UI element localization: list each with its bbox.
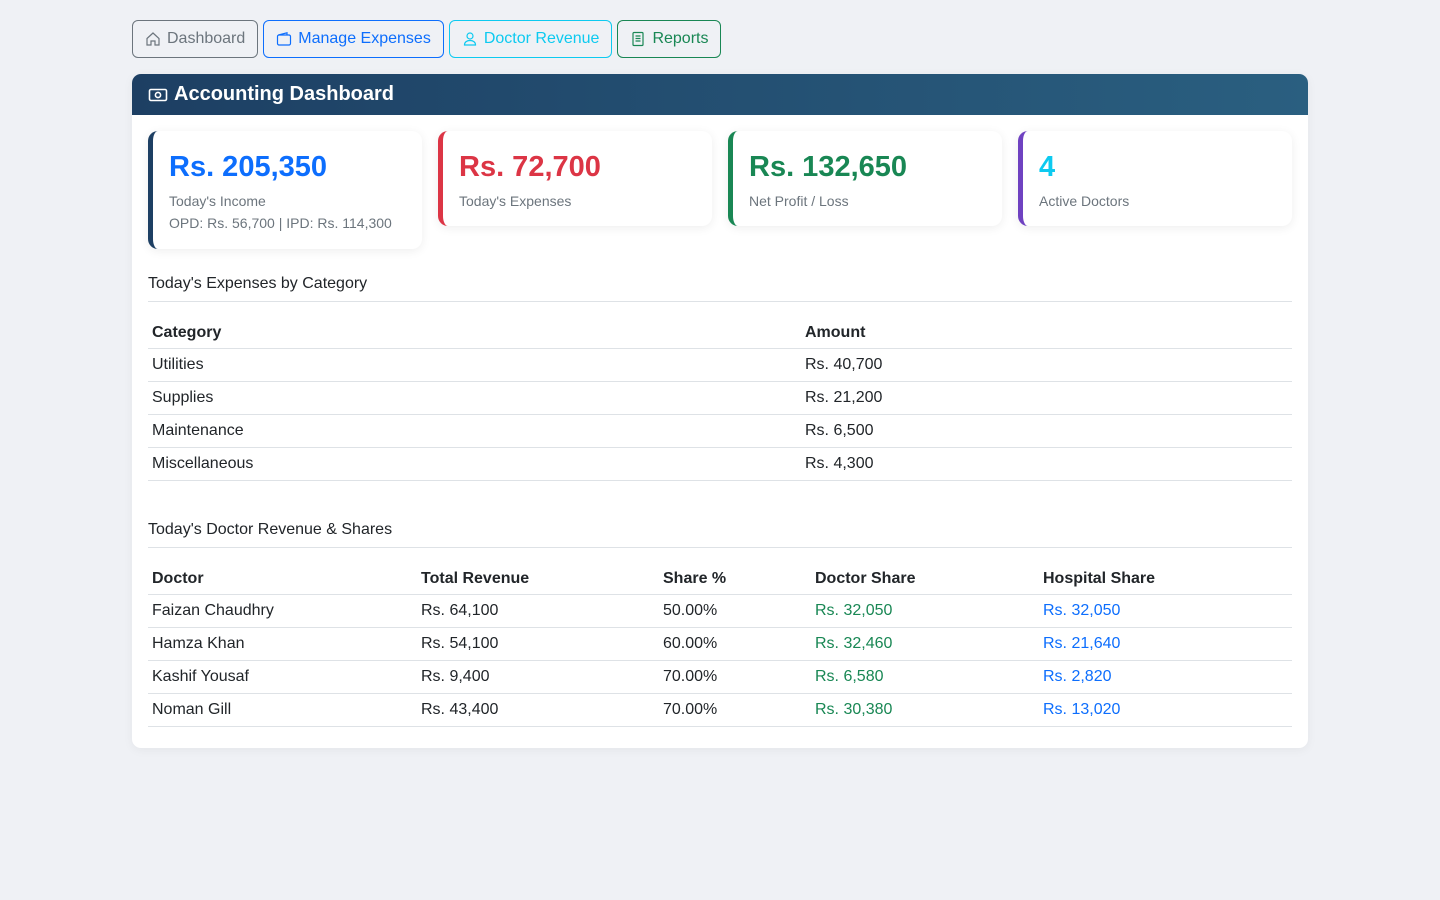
share-percent-cell: 70.00% [659,660,811,694]
total-revenue-cell: Rs. 43,400 [417,693,659,727]
table-header-row: Category Amount [148,302,1292,349]
table-header-row: Doctor Total Revenue Share % Doctor Shar… [148,548,1292,595]
active-doctors-label: Active Doctors [1039,193,1130,209]
share-percent-cell: 50.00% [659,594,811,628]
doctor-share-cell: Rs. 30,380 [811,693,1039,727]
doctor-share-cell: Rs. 6,580 [811,660,1039,694]
hospital-share-cell: Rs. 21,640 [1039,627,1292,661]
expenses-label: Today's Expenses [459,193,572,209]
doctor-share-cell: Rs. 32,460 [811,627,1039,661]
top-nav: Dashboard Manage Expenses Doctor Revenue… [132,20,1308,58]
income-label: Today's Income [169,193,266,209]
column-header: Total Revenue [417,548,659,595]
document-icon [632,31,645,47]
page-container: Dashboard Manage Expenses Doctor Revenue… [132,20,1308,748]
table-row: Supplies Rs. 21,200 [148,381,1292,415]
share-percent-cell: 60.00% [659,627,811,661]
hospital-share-cell: Rs. 13,020 [1039,693,1292,727]
hospital-share-cell: Rs. 32,050 [1039,594,1292,628]
table-row: Hamza Khan Rs. 54,100 60.00% Rs. 32,460 … [148,627,1292,661]
column-header: Doctor Share [811,548,1039,595]
column-header: Doctor [148,548,417,595]
expenses-section-title: Today's Expenses by Category [148,275,1292,302]
expenses-value: Rs. 72,700 [459,151,601,183]
income-card: Rs. 205,350 Today's Income OPD: Rs. 56,7… [148,131,422,249]
table-row: Utilities Rs. 40,700 [148,348,1292,382]
active-doctors-value: 4 [1039,151,1056,183]
stats-row: Rs. 205,350 Today's Income OPD: Rs. 56,7… [148,131,1292,249]
wallet-icon [277,32,292,46]
net-profit-label: Net Profit / Loss [749,193,849,209]
column-header: Share % [659,548,811,595]
amount-cell: Rs. 4,300 [801,447,1292,481]
table-row: Faizan Chaudhry Rs. 64,100 50.00% Rs. 32… [148,594,1292,628]
reports-button[interactable]: Reports [617,20,722,58]
category-cell: Maintenance [148,414,801,448]
amount-cell: Rs. 40,700 [801,348,1292,382]
doctor-name-cell: Kashif Yousaf [148,660,417,694]
doctor-revenue-button[interactable]: Doctor Revenue [448,20,613,58]
active-doctors-card: 4 Active Doctors [1018,131,1292,226]
home-icon [146,32,160,46]
expenses-table: Category Amount Utilities Rs. 40,700 Sup… [148,302,1292,481]
total-revenue-cell: Rs. 54,100 [417,627,659,661]
doctor-name-cell: Noman Gill [148,693,417,727]
page-title: Accounting Dashboard [174,83,395,105]
amount-cell: Rs. 21,200 [801,381,1292,415]
doctor-revenue-table: Doctor Total Revenue Share % Doctor Shar… [148,548,1292,727]
hospital-share-cell: Rs. 2,820 [1039,660,1292,694]
doctor-revenue-label: Doctor Revenue [483,30,600,47]
manage-expenses-button[interactable]: Manage Expenses [263,20,444,58]
table-row: Kashif Yousaf Rs. 9,400 70.00% Rs. 6,580… [148,660,1292,694]
net-profit-value: Rs. 132,650 [749,151,908,183]
doctor-section-title: Today's Doctor Revenue & Shares [148,521,1292,548]
column-header: Category [148,302,801,349]
table-row: Maintenance Rs. 6,500 [148,414,1292,448]
doctor-name-cell: Faizan Chaudhry [148,594,417,628]
share-percent-cell: 70.00% [659,693,811,727]
expenses-card: Rs. 72,700 Today's Expenses [438,131,712,226]
net-profit-card: Rs. 132,650 Net Profit / Loss [728,131,1002,226]
table-row: Miscellaneous Rs. 4,300 [148,447,1292,481]
doctor-share-cell: Rs. 32,050 [811,594,1039,628]
category-cell: Miscellaneous [148,447,801,481]
card-body: Rs. 205,350 Today's Income OPD: Rs. 56,7… [132,115,1308,727]
category-cell: Utilities [148,348,801,382]
total-revenue-cell: Rs. 9,400 [417,660,659,694]
manage-expenses-label: Manage Expenses [298,30,431,47]
category-cell: Supplies [148,381,801,415]
dashboard-label: Dashboard [167,30,246,47]
cash-icon [148,88,168,101]
column-header: Amount [801,302,1292,349]
income-breakdown: OPD: Rs. 56,700 | IPD: Rs. 114,300 [169,215,392,231]
amount-cell: Rs. 6,500 [801,414,1292,448]
accounting-card: Accounting Dashboard Rs. 205,350 Today's… [132,74,1308,748]
column-header: Hospital Share [1039,548,1292,595]
person-icon [463,32,476,46]
dashboard-button[interactable]: Dashboard [132,20,259,58]
doctor-name-cell: Hamza Khan [148,627,417,661]
card-header: Accounting Dashboard [132,74,1308,115]
income-value: Rs. 205,350 [169,151,328,183]
table-row: Noman Gill Rs. 43,400 70.00% Rs. 30,380 … [148,693,1292,727]
total-revenue-cell: Rs. 64,100 [417,594,659,628]
reports-label: Reports [652,30,709,47]
